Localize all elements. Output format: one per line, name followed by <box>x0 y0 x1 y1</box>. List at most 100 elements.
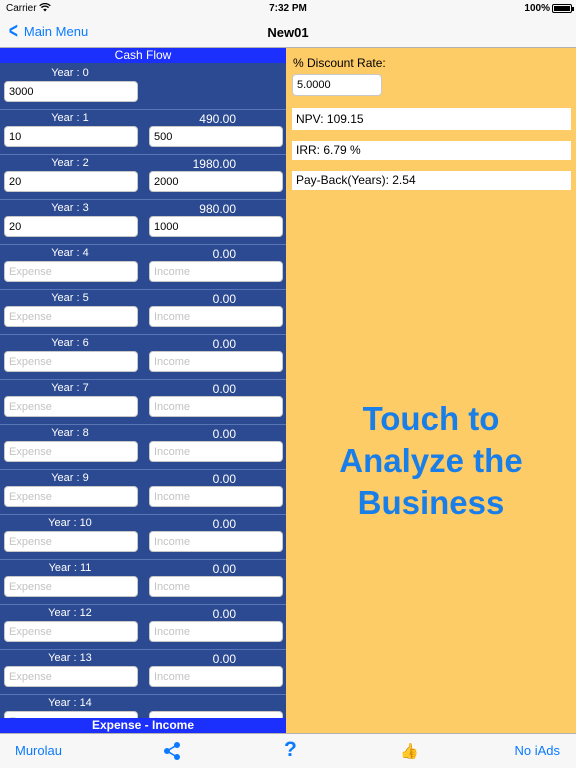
income-input[interactable] <box>149 306 283 327</box>
expense-input[interactable] <box>4 486 138 507</box>
net-cash-value: 980.00 <box>199 202 236 216</box>
income-input[interactable] <box>149 351 283 372</box>
analyze-line-3: Business <box>357 484 505 521</box>
net-cash-value: 0.00 <box>212 292 236 306</box>
year-label: Year : 2 <box>51 157 89 169</box>
year-label: Year : 6 <box>51 337 89 349</box>
help-button[interactable]: ? <box>284 738 297 761</box>
net-cash-value: 0.00 <box>212 472 236 486</box>
expense-input[interactable] <box>4 441 138 462</box>
net-cash-value: 0.00 <box>212 562 236 576</box>
income-input[interactable] <box>149 441 283 462</box>
expense-input[interactable] <box>4 126 138 147</box>
net-cash-value: 0.00 <box>212 247 236 261</box>
net-cash-value: 0.00 <box>212 517 236 531</box>
net-cash-value: 0.00 <box>212 427 236 441</box>
cash-flow-row: Year : 4 0.00 <box>0 245 286 290</box>
back-button-label: Main Menu <box>23 23 89 39</box>
year-label: Year : 4 <box>51 247 89 259</box>
cash-flow-row: Year : 3 980.00 <box>0 200 286 245</box>
cash-flow-row: Year : 5 0.00 <box>0 290 286 335</box>
year-label: Year : 8 <box>51 427 89 439</box>
wifi-icon <box>39 3 51 15</box>
income-input[interactable] <box>149 486 283 507</box>
year-label: Year : 7 <box>51 382 89 394</box>
cash-flow-row: Year : 11 0.00 <box>0 560 286 605</box>
cash-flow-row: Year : 10 0.00 <box>0 515 286 560</box>
income-input[interactable] <box>149 171 283 192</box>
income-input[interactable] <box>149 576 283 597</box>
expense-input[interactable] <box>4 621 138 642</box>
back-button[interactable]: < Main Menu <box>7 18 89 43</box>
cash-flow-row: Year : 2 1980.00 <box>0 155 286 200</box>
cash-flow-row: Year : 13 0.00 <box>0 650 286 695</box>
cash-flow-row: Year : 0 <box>0 65 286 110</box>
income-input[interactable] <box>149 666 283 687</box>
battery-percent: 100% <box>524 3 550 14</box>
cash-flow-row: Year : 12 0.00 <box>0 605 286 650</box>
net-cash-value: 0.00 <box>212 382 236 396</box>
discount-rate-input[interactable] <box>292 74 382 96</box>
year-label: Year : 3 <box>51 202 89 214</box>
analyze-line-2: Analyze the <box>339 442 523 479</box>
expense-input[interactable] <box>4 351 138 372</box>
expense-input[interactable] <box>4 81 138 102</box>
page-title: New01 <box>267 25 309 40</box>
cash-flow-row: Year : 8 0.00 <box>0 425 286 470</box>
income-input[interactable] <box>149 126 283 147</box>
year-label: Year : 0 <box>51 67 89 79</box>
net-cash-value: 0.00 <box>212 337 236 351</box>
net-cash-value: 1980.00 <box>192 157 236 171</box>
year-label: Year : 1 <box>51 112 89 124</box>
cash-flow-row: Year : 1 490.00 <box>0 110 286 155</box>
status-time: 7:32 PM <box>269 3 307 14</box>
income-input[interactable] <box>149 216 283 237</box>
income-input[interactable] <box>149 531 283 552</box>
carrier-label: Carrier <box>6 3 37 14</box>
payback-result: Pay-Back(Years): 2.54 <box>292 171 571 190</box>
discount-rate-label: % Discount Rate: <box>293 56 386 70</box>
year-label: Year : 9 <box>51 472 89 484</box>
year-label: Year : 10 <box>48 517 92 529</box>
year-label: Year : 11 <box>48 562 92 574</box>
income-input[interactable] <box>149 396 283 417</box>
npv-result: NPV: 109.15 <box>292 108 571 130</box>
income-input[interactable] <box>149 621 283 642</box>
year-label: Year : 12 <box>48 607 92 619</box>
murolau-button[interactable]: Murolau <box>15 743 62 758</box>
irr-result: IRR: 6.79 % <box>292 141 571 160</box>
year-label: Year : 13 <box>48 652 92 664</box>
analyze-business-button[interactable]: Touch to Analyze the Business <box>286 398 576 524</box>
chevron-left-icon: < <box>8 18 18 43</box>
expense-input[interactable] <box>4 531 138 552</box>
expense-input[interactable] <box>4 261 138 282</box>
net-cash-value: 490.00 <box>199 112 236 126</box>
navigation-bar: < Main Menu New01 <box>0 18 576 48</box>
results-panel: % Discount Rate: NPV: 109.15 IRR: 6.79 %… <box>286 48 576 733</box>
cash-flow-panel[interactable]: Cash Flow Year : 0 Year : 1 490.00 Year : 2… <box>0 48 286 733</box>
expense-input[interactable] <box>4 216 138 237</box>
year-label: Year : 14 <box>48 697 92 709</box>
cash-flow-row: Year : 9 0.00 <box>0 470 286 515</box>
expense-input[interactable] <box>4 396 138 417</box>
cash-flow-row: Year : 7 0.00 <box>0 380 286 425</box>
expense-input[interactable] <box>4 576 138 597</box>
expense-input[interactable] <box>4 666 138 687</box>
cash-flow-row: Year : 6 0.00 <box>0 335 286 380</box>
expense-income-footer: Expense - Income <box>0 718 286 733</box>
analyze-line-1: Touch to <box>362 400 500 437</box>
income-input[interactable] <box>149 261 283 282</box>
bottom-toolbar: Murolau ? 👍 No iAds <box>0 733 576 768</box>
net-cash-value: 0.00 <box>212 652 236 666</box>
status-bar: Carrier 7:32 PM 100% <box>0 0 576 18</box>
expense-input[interactable] <box>4 306 138 327</box>
expense-input[interactable] <box>4 171 138 192</box>
no-iads-button[interactable]: No iAds <box>514 743 560 758</box>
battery-icon <box>552 4 574 13</box>
share-icon[interactable] <box>162 741 182 764</box>
thumbs-up-icon[interactable]: 👍 <box>400 743 419 760</box>
cash-flow-header: Cash Flow <box>0 48 286 63</box>
year-label: Year : 5 <box>51 292 89 304</box>
net-cash-value: 0.00 <box>212 607 236 621</box>
